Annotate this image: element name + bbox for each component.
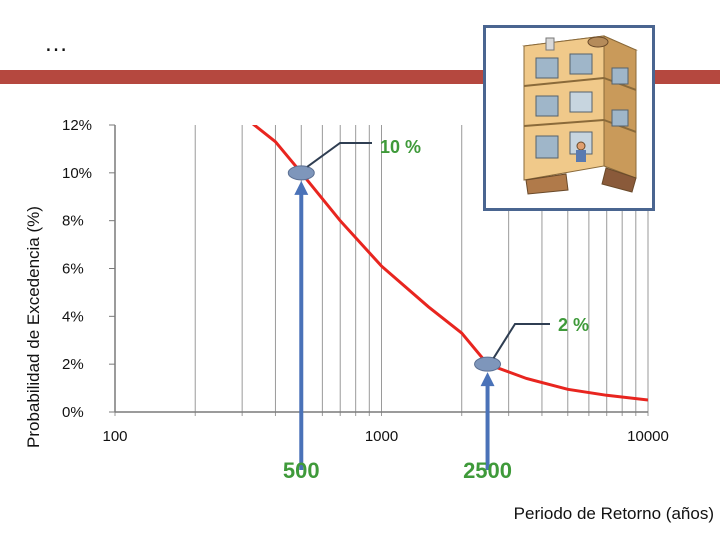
y-tick-label: 8% (62, 213, 84, 230)
slide-title: … (44, 30, 69, 57)
y-tick-label: 10% (62, 165, 92, 182)
building-illustration (483, 25, 655, 211)
point-marker (287, 165, 315, 181)
callout-line (306, 142, 372, 168)
arrow-head (294, 180, 309, 195)
annotation-label: 2 % (558, 315, 589, 335)
x-axis-label: Periodo de Retorno (años) (513, 504, 714, 523)
y-tick-label: 4% (62, 308, 84, 325)
x-tick-label: 10000 (627, 428, 669, 445)
x-tick-label: 100 (102, 428, 127, 445)
y-tick-label: 0% (62, 404, 84, 421)
return-period-value: 500 (283, 458, 320, 483)
x-tick-label: 1000 (365, 428, 398, 445)
point-marker (474, 356, 502, 372)
y-tick-label: 6% (62, 261, 84, 278)
y-tick-label: 12% (62, 117, 92, 134)
return-period-value: 2500 (463, 458, 512, 483)
callout-line (492, 323, 550, 359)
annotation-label: 10 % (380, 137, 421, 157)
arrow-head (480, 372, 495, 387)
building-icon (522, 35, 638, 195)
y-tick-label: 2% (62, 356, 84, 373)
